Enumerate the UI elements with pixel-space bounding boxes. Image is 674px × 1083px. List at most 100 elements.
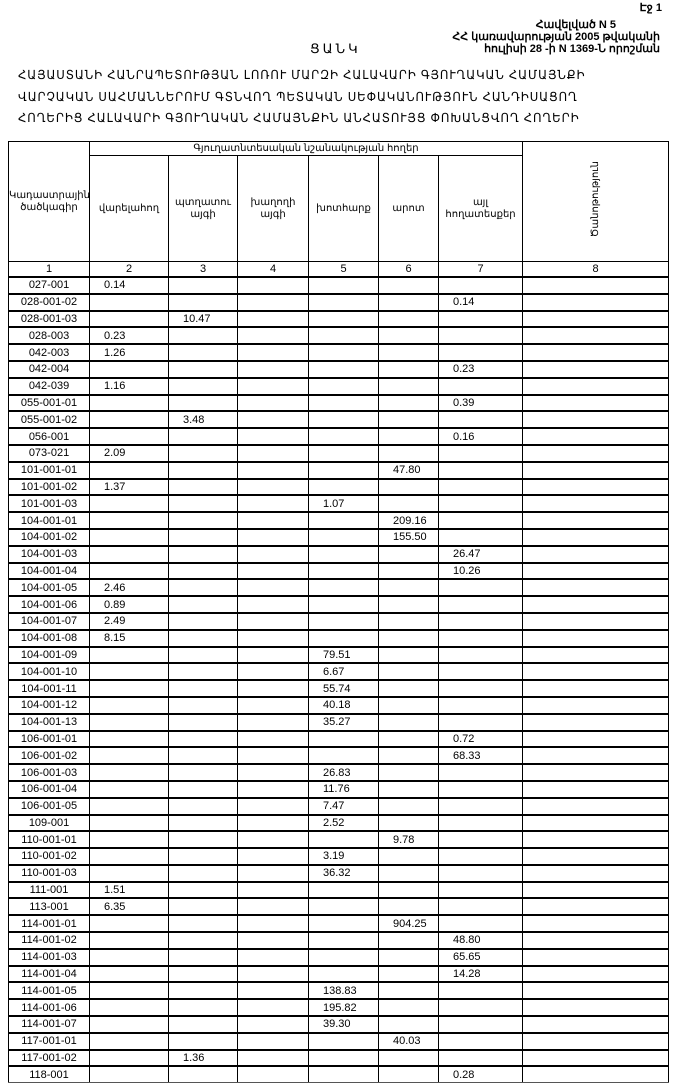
- cadastral-code: 109-001: [8, 813, 90, 832]
- table-row: 042-039 1.16: [8, 376, 670, 396]
- subtitle-line: ՀԱՅԱՍՏԱՆԻ ՀԱՆՐԱՊԵՏՈՒԹՅԱՆ ԼՈՌՈՒ ՄԱՐԶԻ ՀԱԼ…: [18, 68, 586, 82]
- cadastral-code: 027-001: [8, 276, 90, 295]
- area-cell: [89, 1015, 169, 1034]
- area-cell: [522, 695, 670, 715]
- area-cell: [378, 847, 439, 866]
- area-cell: [378, 326, 439, 345]
- area-cell: [378, 662, 439, 681]
- area-cell: 1.16: [89, 376, 169, 396]
- area-cell: [237, 410, 309, 429]
- table-row: 104-001-01 209.16: [8, 511, 670, 530]
- area-cell: [168, 662, 238, 681]
- area-cell: [237, 376, 309, 396]
- table-row: 028-001-02 0.14: [8, 292, 670, 312]
- area-cell: [237, 964, 309, 983]
- table-row: 106-001-01 0.72: [8, 729, 670, 748]
- area-cell: [308, 443, 379, 463]
- area-cell: [522, 779, 670, 799]
- area-cell: [522, 1065, 670, 1083]
- area-cell: [522, 292, 670, 312]
- area-cell: [522, 964, 670, 983]
- table-row: 104-001-10 6.67: [8, 662, 670, 681]
- cadastral-code: 104-001-08: [8, 628, 90, 648]
- area-cell: 0.14: [437, 292, 524, 312]
- area-cell: [168, 645, 238, 664]
- table-row: 101-001-03 1.07: [8, 494, 670, 513]
- area-cell: [437, 477, 524, 496]
- area-cell: [168, 393, 238, 412]
- table-row: 101-001-01 47.80: [8, 460, 670, 480]
- area-cell: [237, 544, 309, 564]
- column-header: այլ հողատեսքեր: [437, 155, 524, 262]
- area-cell: [522, 276, 670, 295]
- area-cell: [378, 645, 439, 664]
- subtitle-line: ՎԱՐՉԱԿԱՆ ՍԱՀՄԱՆՆԵՐՈՒՄ ԳՏՆՎՈՂ ՊԵՏԱԿԱՆ ՍԵՓ…: [18, 90, 578, 104]
- column-number: 2: [89, 261, 169, 278]
- table-row: 104-001-13 35.27: [8, 712, 670, 732]
- cadastral-code: 028-003: [8, 326, 90, 345]
- area-cell: [522, 359, 670, 379]
- area-cell: [378, 679, 439, 698]
- area-cell: [168, 460, 238, 480]
- cadastral-code: 073-021: [8, 443, 90, 463]
- area-cell: [378, 981, 439, 1000]
- area-cell: 155.50: [378, 527, 439, 547]
- area-cell: [378, 779, 439, 799]
- area-cell: [168, 276, 238, 295]
- area-cell: [378, 578, 439, 597]
- area-cell: [237, 477, 309, 496]
- cadastral-code: 104-001-13: [8, 712, 90, 732]
- area-cell: 11.76: [308, 779, 379, 799]
- area-cell: [89, 359, 169, 379]
- area-cell: [437, 847, 524, 866]
- area-cell: 0.72: [437, 729, 524, 748]
- table-row: 104-001-06 0.89: [8, 595, 670, 614]
- area-cell: [168, 443, 238, 463]
- table-row: 111-001 1.51: [8, 880, 670, 899]
- area-cell: 35.27: [308, 712, 379, 732]
- area-cell: [168, 578, 238, 597]
- area-cell: [89, 931, 169, 950]
- area-cell: [237, 527, 309, 547]
- area-cell: [308, 1065, 379, 1083]
- area-cell: [308, 276, 379, 295]
- area-cell: [237, 427, 309, 446]
- area-cell: [168, 494, 238, 513]
- area-cell: [89, 292, 169, 312]
- area-cell: [522, 511, 670, 530]
- table-row: 106-001-02 68.33: [8, 746, 670, 765]
- table-row: 110-001-01 9.78: [8, 830, 670, 849]
- area-cell: [378, 544, 439, 564]
- area-cell: [522, 897, 670, 916]
- area-cell: 1.51: [89, 880, 169, 899]
- cadastral-code: 114-001-05: [8, 981, 90, 1000]
- area-cell: [168, 561, 238, 580]
- area-cell: [89, 779, 169, 799]
- area-cell: [308, 578, 379, 597]
- area-cell: [522, 746, 670, 765]
- area-cell: [168, 830, 238, 849]
- table-row: 104-001-08 8.15: [8, 628, 670, 648]
- area-cell: 0.16: [437, 427, 524, 446]
- table-row: 114-001-06 195.82: [8, 998, 670, 1017]
- area-cell: [168, 1015, 238, 1034]
- area-cell: [308, 931, 379, 950]
- area-cell: [437, 578, 524, 597]
- area-cell: [308, 947, 379, 967]
- area-cell: 3.48: [168, 410, 238, 429]
- area-cell: [89, 863, 169, 883]
- area-cell: 1.26: [89, 343, 169, 362]
- area-cell: [522, 880, 670, 899]
- table-row: 113-001 6.35: [8, 897, 670, 916]
- area-cell: [378, 561, 439, 580]
- note-header: Ծանոթություն: [522, 141, 670, 262]
- area-cell: [89, 763, 169, 782]
- area-cell: [522, 494, 670, 513]
- table-row: 114-001-01 904.25: [8, 914, 670, 933]
- table-row: 104-001-05 2.46: [8, 578, 670, 597]
- area-cell: 36.32: [308, 863, 379, 883]
- area-cell: [89, 964, 169, 983]
- area-cell: [237, 914, 309, 933]
- area-cell: [378, 359, 439, 379]
